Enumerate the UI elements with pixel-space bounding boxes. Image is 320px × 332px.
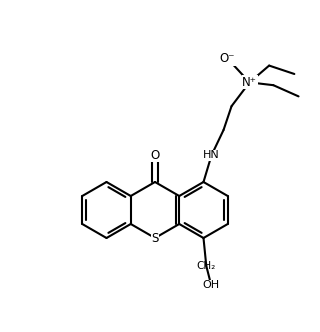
Text: HN: HN: [203, 150, 220, 160]
Text: OH: OH: [203, 281, 220, 290]
Text: S: S: [151, 231, 159, 244]
Text: N⁺: N⁺: [242, 76, 257, 89]
Text: O⁻: O⁻: [220, 52, 235, 65]
Text: CH₂: CH₂: [197, 261, 216, 271]
Text: O: O: [150, 149, 160, 162]
